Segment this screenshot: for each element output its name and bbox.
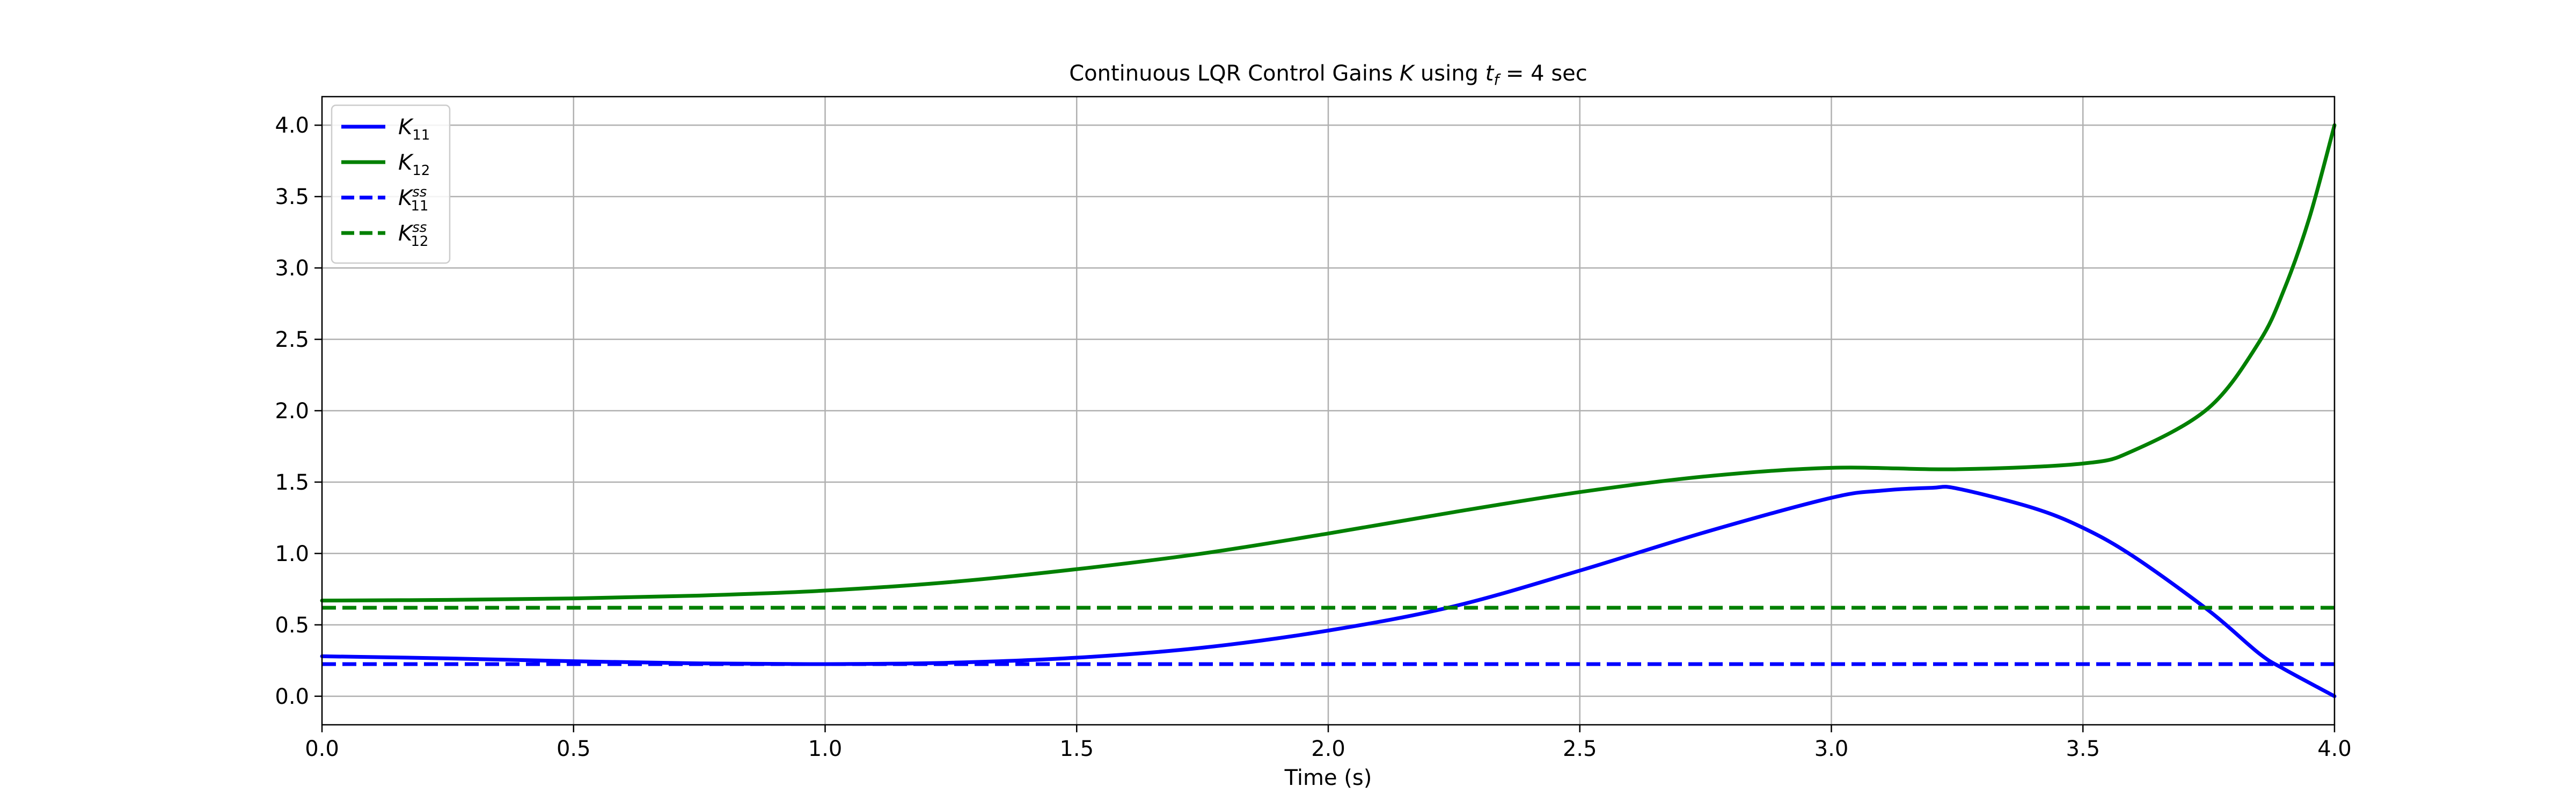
x-tick-label: 2.0 (1311, 737, 1345, 761)
legend-label-sup: ss (412, 184, 427, 200)
y-tick-label: 3.0 (275, 256, 309, 281)
x-tick-label: 4.0 (2317, 737, 2352, 761)
y-tick-label: 2.0 (275, 399, 309, 424)
y-tick-label: 0.5 (275, 613, 309, 638)
legend-label-sub: 11 (411, 198, 428, 214)
series-layer (320, 123, 2337, 698)
legend-label-main: K (398, 150, 414, 175)
legend-label-main: K (398, 115, 414, 140)
y-tick-label: 2.5 (275, 327, 309, 352)
chart-title-t-symbol: t (1485, 61, 1495, 86)
y-tick-label: 0.0 (275, 685, 309, 709)
legend-label-sub: 12 (411, 234, 428, 250)
y-tick-label: 1.5 (275, 470, 309, 495)
legend-label-sub: 11 (412, 127, 430, 143)
y-tick-label: 4.0 (275, 113, 309, 138)
legend-label-k11: K11 (398, 115, 430, 143)
x-tick-label: 1.5 (1059, 737, 1094, 761)
y-tick-label: 3.5 (275, 185, 309, 209)
x-tick-label: 3.0 (1814, 737, 1849, 761)
legend-label-k12: K12 (398, 150, 430, 179)
legend-label-main: K (398, 186, 414, 210)
x-tick-label: 3.5 (2066, 737, 2100, 761)
legend-label-k12ss: Kss 12 (398, 220, 428, 250)
x-tick-label: 1.0 (808, 737, 843, 761)
legend-box (331, 104, 451, 264)
x-tick-label: 0.0 (305, 737, 339, 761)
x-axis-label: Time (s) (1284, 766, 1372, 790)
chart-title: Continuous LQR Control Gains K using tf … (1069, 61, 1587, 89)
legend-label-k11ss: Kss 11 (398, 184, 428, 214)
legend-label-sup: ss (412, 220, 427, 236)
tick-layer: 0.0 0.5 1.0 1.5 2.0 2.5 3.0 3.5 4.0 0.0 0.5 1.0 1.5 2… (275, 113, 2351, 761)
legend-label-sub: 12 (412, 163, 430, 179)
chart-title-k-symbol: K (1400, 61, 1415, 86)
chart-title-middle: using (1414, 61, 1485, 86)
chart-title-suffix: = 4 sec (1499, 61, 1587, 86)
legend-label-main: K (398, 221, 414, 246)
chart-title-prefix: Continuous LQR Control Gains (1069, 61, 1400, 86)
x-tick-label: 0.5 (557, 737, 591, 761)
y-tick-label: 1.0 (275, 542, 309, 566)
series-line-k12 (320, 123, 2337, 603)
grid-layer (321, 97, 2336, 725)
x-tick-label: 2.5 (1563, 737, 1597, 761)
